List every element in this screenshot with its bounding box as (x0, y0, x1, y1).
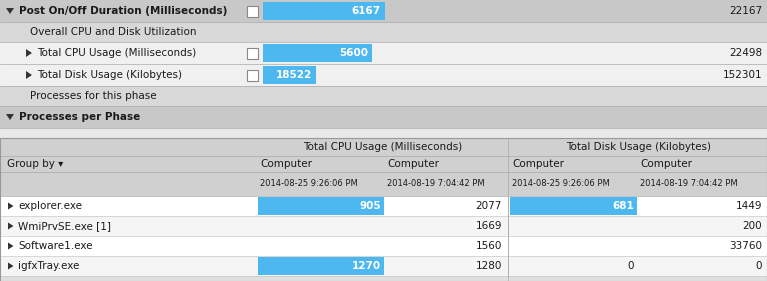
Text: 1270: 1270 (352, 261, 381, 271)
Text: Software1.exe: Software1.exe (18, 241, 93, 251)
Text: Computer: Computer (512, 159, 564, 169)
Bar (247, 47, 258, 58)
Text: 200: 200 (742, 221, 762, 231)
Text: WmiPrvSE.exe [1]: WmiPrvSE.exe [1] (18, 221, 111, 231)
Polygon shape (26, 49, 32, 57)
Text: 6167: 6167 (351, 6, 380, 16)
Polygon shape (6, 8, 14, 14)
Text: 33760: 33760 (729, 241, 762, 251)
Bar (0, 156, 767, 172)
Polygon shape (8, 243, 14, 250)
Text: Processes per Phase: Processes per Phase (19, 112, 140, 122)
Text: Total CPU Usage (Milliseconds): Total CPU Usage (Milliseconds) (304, 142, 463, 152)
Text: 1280: 1280 (476, 261, 502, 271)
Bar (258, 257, 384, 275)
Bar (0, 42, 767, 64)
Text: 5600: 5600 (339, 48, 367, 58)
Polygon shape (8, 223, 14, 230)
Text: 2014-08-19 7:04:42 PM: 2014-08-19 7:04:42 PM (387, 180, 485, 189)
Text: 1449: 1449 (736, 201, 762, 211)
Bar (0, 0, 767, 22)
Text: Overall CPU and Disk Utilization: Overall CPU and Disk Utilization (30, 27, 196, 37)
Text: 1560: 1560 (476, 241, 502, 251)
Text: 905: 905 (360, 201, 381, 211)
Bar (0, 106, 767, 128)
Text: igfxTray.exe: igfxTray.exe (18, 261, 79, 271)
Polygon shape (26, 71, 32, 79)
Bar (0, 138, 767, 156)
Bar (263, 2, 384, 20)
Text: Computer: Computer (260, 159, 312, 169)
Bar (0, 216, 767, 236)
Polygon shape (6, 114, 14, 120)
Bar (0, 86, 767, 106)
Bar (0, 138, 767, 281)
Text: 2014-08-25 9:26:06 PM: 2014-08-25 9:26:06 PM (512, 180, 610, 189)
Text: Computer: Computer (640, 159, 692, 169)
Text: 152301: 152301 (723, 70, 762, 80)
Text: Group by ▾: Group by ▾ (7, 159, 64, 169)
Text: Total Disk Usage (Kilobytes): Total Disk Usage (Kilobytes) (566, 142, 711, 152)
Text: 18522: 18522 (276, 70, 312, 80)
Text: 2014-08-25 9:26:06 PM: 2014-08-25 9:26:06 PM (260, 180, 357, 189)
Text: Post On/Off Duration (Milliseconds): Post On/Off Duration (Milliseconds) (19, 6, 227, 16)
Text: 22167: 22167 (729, 6, 762, 16)
Bar (0, 64, 767, 86)
Text: Total Disk Usage (Kilobytes): Total Disk Usage (Kilobytes) (37, 70, 182, 80)
Text: 0: 0 (755, 261, 762, 271)
Bar (247, 69, 258, 80)
Bar (0, 22, 767, 42)
Text: 1669: 1669 (476, 221, 502, 231)
Bar (0, 172, 767, 196)
Polygon shape (8, 203, 14, 210)
Bar (263, 66, 316, 84)
Bar (0, 196, 767, 216)
Bar (0, 236, 767, 256)
Polygon shape (8, 262, 14, 269)
Bar (510, 197, 637, 215)
Text: 2077: 2077 (476, 201, 502, 211)
Text: 681: 681 (612, 201, 634, 211)
Text: 22498: 22498 (729, 48, 762, 58)
Text: 2014-08-19 7:04:42 PM: 2014-08-19 7:04:42 PM (640, 180, 738, 189)
Text: Computer: Computer (387, 159, 439, 169)
Text: Processes for this phase: Processes for this phase (30, 91, 156, 101)
Text: explorer.exe: explorer.exe (18, 201, 82, 211)
Text: 0: 0 (627, 261, 634, 271)
Bar (0, 256, 767, 276)
Text: Total CPU Usage (Milliseconds): Total CPU Usage (Milliseconds) (37, 48, 196, 58)
Bar (0, 138, 767, 281)
Bar (258, 197, 384, 215)
Bar (247, 6, 258, 17)
Bar (263, 44, 372, 62)
